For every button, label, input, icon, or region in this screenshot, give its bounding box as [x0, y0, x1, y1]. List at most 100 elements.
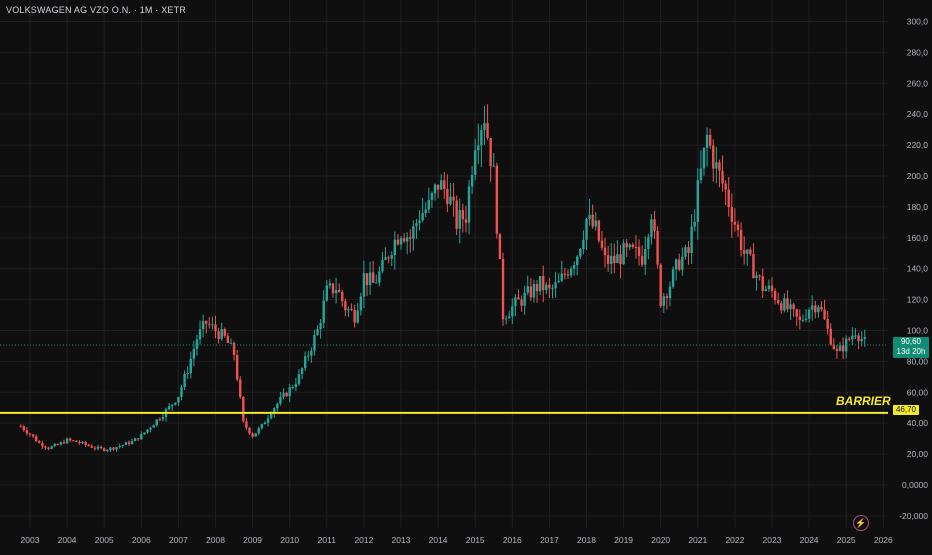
lightning-bolt-icon[interactable]: ⚡	[853, 515, 869, 531]
candle-up	[106, 449, 109, 451]
candle-up	[303, 356, 307, 369]
candle-down	[62, 442, 66, 444]
candle-up	[554, 282, 557, 289]
candle-down	[365, 273, 369, 286]
candle-down	[603, 247, 607, 256]
candle-down	[409, 237, 412, 239]
candle-down	[242, 396, 245, 422]
candle-down	[235, 354, 239, 380]
candle-down	[158, 419, 162, 421]
candle-up	[582, 239, 585, 249]
x-axis-tick-label: 2024	[800, 535, 819, 545]
candle-up	[483, 122, 486, 131]
candle-up	[115, 447, 118, 450]
candle-down	[205, 320, 208, 324]
candle-down	[464, 219, 468, 223]
candle-down	[223, 329, 226, 336]
y-axis-tick-label: 20,00	[907, 449, 929, 459]
candle-down	[752, 254, 755, 279]
candle-up	[273, 408, 276, 414]
candle-down	[724, 183, 727, 190]
candle-up	[705, 134, 709, 148]
candle-up	[96, 446, 100, 449]
candle-up	[650, 219, 653, 238]
candle-up	[767, 285, 771, 289]
candle-down	[631, 244, 635, 247]
candle-up	[439, 180, 443, 190]
candle-down	[786, 298, 789, 310]
candle-up	[155, 419, 158, 426]
y-axis-tick-label: 180,0	[907, 202, 929, 212]
candle-up	[356, 310, 359, 323]
candle-up	[118, 445, 121, 448]
candle-down	[75, 440, 78, 442]
candle-up	[470, 174, 474, 187]
candle-down	[835, 348, 839, 351]
candle-down	[56, 444, 60, 446]
y-axis-tick-label: -20,000	[899, 511, 928, 521]
candle-down	[396, 239, 400, 245]
candle-up	[322, 300, 325, 324]
candle-down	[137, 438, 140, 440]
candle-up	[390, 255, 393, 259]
candle-down	[84, 442, 87, 445]
candle-up	[220, 329, 223, 340]
candle-up	[702, 147, 706, 169]
candle-up	[133, 438, 137, 442]
candle-down	[758, 275, 761, 277]
barrier-price-tag: 46,70	[893, 405, 919, 415]
candle-down	[520, 299, 523, 306]
candle-up	[59, 442, 63, 445]
candle-up	[325, 285, 328, 301]
candle-down	[535, 284, 539, 292]
y-axis-tick-label: 220,0	[907, 140, 929, 150]
candle-down	[832, 344, 836, 349]
candle-down	[501, 258, 505, 320]
candle-up	[545, 284, 548, 291]
candle-down	[566, 274, 570, 276]
candle-up	[644, 248, 647, 265]
candle-down	[461, 210, 465, 220]
candle-down	[773, 291, 777, 300]
candle-down	[780, 303, 783, 311]
candle-down	[613, 255, 616, 264]
candle-up	[430, 193, 434, 200]
candle-down	[245, 421, 248, 428]
candle-up	[715, 162, 718, 169]
candle-down	[857, 335, 860, 342]
candle-down	[31, 434, 35, 437]
candle-up	[424, 209, 427, 213]
y-axis-tick-label: 60,00	[907, 387, 929, 397]
candle-up	[288, 387, 291, 397]
candle-up	[384, 257, 387, 260]
candle-up	[662, 296, 665, 306]
candle-up	[375, 282, 378, 284]
candle-down	[87, 444, 90, 447]
x-axis-tick-label: 2025	[837, 535, 856, 545]
x-axis-tick-label: 2008	[206, 535, 225, 545]
candle-up	[671, 269, 675, 287]
candle-up	[532, 284, 536, 298]
candle-up	[538, 275, 542, 292]
candle-up	[783, 298, 786, 311]
candle-up	[585, 218, 588, 240]
candle-up	[140, 434, 143, 440]
candle-up	[310, 350, 313, 356]
candle-down	[248, 427, 251, 434]
candle-up	[647, 237, 650, 249]
candle-up	[334, 289, 338, 294]
candle-down	[41, 443, 44, 447]
candle-up	[65, 438, 69, 444]
y-axis-tick-label: 260,0	[907, 78, 929, 88]
candle-up	[504, 318, 508, 320]
candle-down	[548, 284, 551, 289]
candle-down	[792, 304, 795, 310]
candle-down	[443, 180, 446, 189]
candle-down	[214, 324, 217, 332]
candle-up	[149, 427, 152, 430]
x-axis-tick-label: 2019	[614, 535, 633, 545]
barrier-label: BARRIER	[836, 394, 891, 408]
candle-down	[446, 188, 449, 205]
